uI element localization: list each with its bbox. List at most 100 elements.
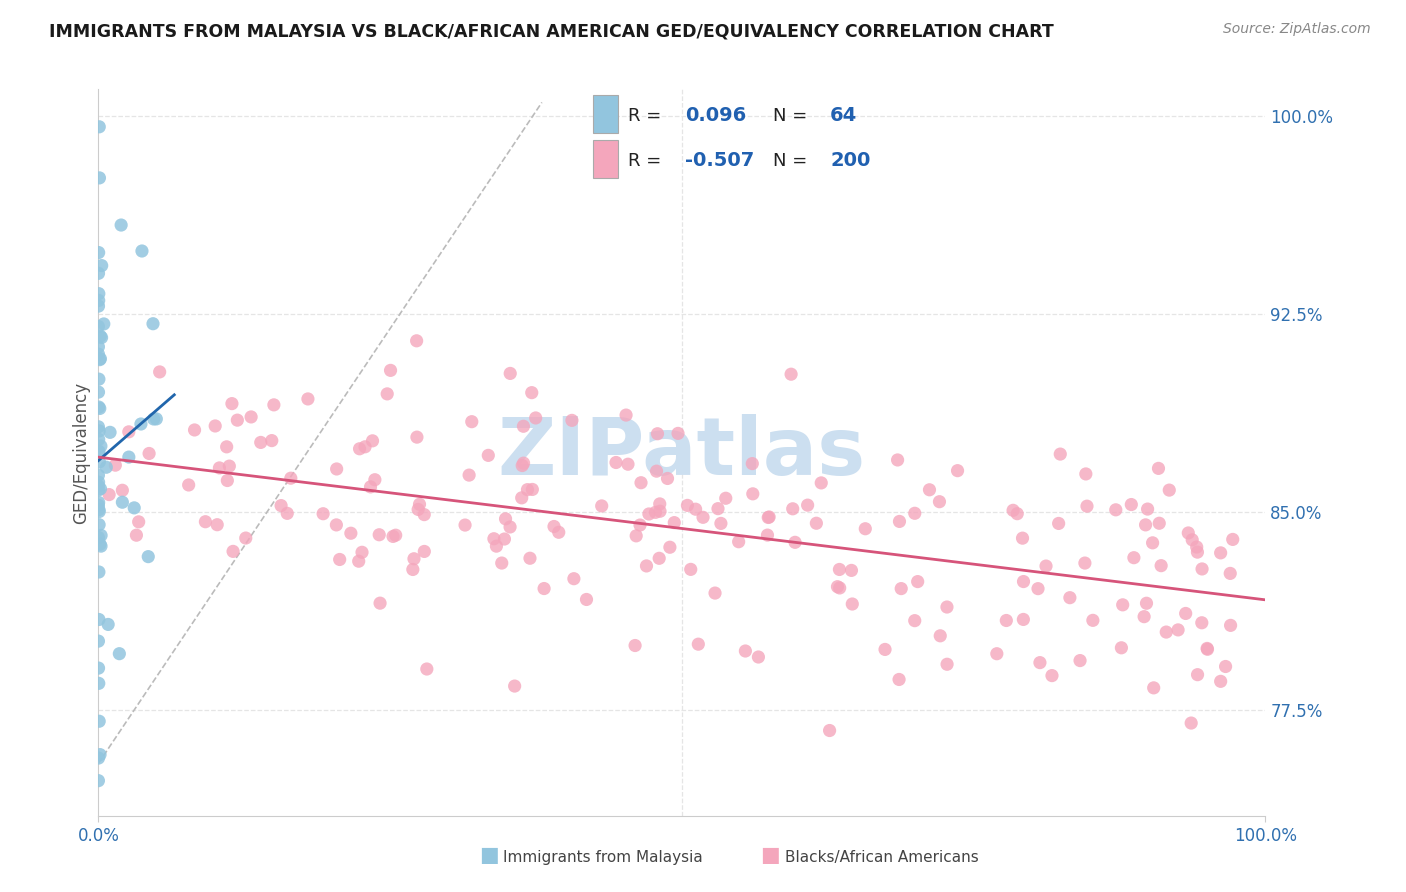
Point <box>605 455 627 469</box>
Point <box>704 586 727 600</box>
Point <box>325 462 347 476</box>
Point <box>226 413 249 427</box>
Point <box>87 319 110 334</box>
Point <box>89 170 111 185</box>
Point <box>136 549 159 564</box>
Point <box>543 519 565 533</box>
Point <box>1135 596 1157 610</box>
Point <box>111 483 134 498</box>
Point <box>614 408 637 422</box>
Point <box>907 574 929 589</box>
Point <box>617 457 640 471</box>
Point <box>1187 667 1209 681</box>
Point <box>87 565 110 579</box>
Point <box>90 528 112 542</box>
FancyBboxPatch shape <box>593 95 619 133</box>
Point <box>118 450 141 464</box>
Text: Blacks/African Americans: Blacks/African Americans <box>785 850 979 865</box>
Point <box>87 613 110 627</box>
Text: 200: 200 <box>830 151 870 170</box>
Point <box>204 419 226 434</box>
Point <box>260 434 283 448</box>
Point <box>89 351 111 366</box>
Point <box>263 398 285 412</box>
Point <box>89 352 111 367</box>
Point <box>87 531 110 545</box>
Point <box>818 723 841 738</box>
Point <box>177 478 200 492</box>
Point <box>575 592 598 607</box>
Point <box>461 415 484 429</box>
Point <box>630 475 652 490</box>
Point <box>1181 533 1204 547</box>
Point <box>1011 531 1033 545</box>
Point <box>647 426 669 441</box>
Point <box>87 475 110 490</box>
Point <box>1174 607 1197 621</box>
Point <box>104 458 127 472</box>
Point <box>97 617 120 632</box>
Point <box>512 456 534 470</box>
Point <box>1143 681 1166 695</box>
Point <box>90 439 112 453</box>
Point <box>1222 533 1244 547</box>
Point <box>628 518 651 533</box>
Point <box>208 461 231 475</box>
Point <box>87 400 110 414</box>
Point <box>648 497 671 511</box>
Point <box>1159 483 1181 497</box>
Point <box>354 440 377 454</box>
Point <box>87 495 110 509</box>
Point <box>644 505 666 519</box>
Point <box>384 528 406 542</box>
Point <box>1197 641 1219 656</box>
Point <box>1219 566 1241 581</box>
Point <box>89 401 111 416</box>
Point <box>756 510 779 524</box>
Point <box>828 581 851 595</box>
Text: IMMIGRANTS FROM MALAYSIA VS BLACK/AFRICAN AMERICAN GED/EQUIVALENCY CORRELATION C: IMMIGRANTS FROM MALAYSIA VS BLACK/AFRICA… <box>49 22 1054 40</box>
Point <box>138 446 160 460</box>
Point <box>986 647 1008 661</box>
Point <box>756 528 779 542</box>
Point <box>149 365 172 379</box>
Point <box>638 507 661 521</box>
Point <box>89 504 111 518</box>
Point <box>458 468 481 483</box>
Point <box>1069 654 1091 668</box>
Point <box>87 661 110 675</box>
Point <box>1185 540 1208 554</box>
Point <box>510 491 533 505</box>
Point <box>561 413 583 427</box>
Point <box>89 714 111 729</box>
Point <box>297 392 319 406</box>
Point <box>1147 516 1170 531</box>
Point <box>624 529 647 543</box>
Point <box>110 218 132 232</box>
Text: N =: N = <box>773 107 807 125</box>
Point <box>853 522 876 536</box>
Point <box>368 596 391 610</box>
Point <box>664 516 686 530</box>
Point <box>520 385 543 400</box>
Point <box>1122 550 1144 565</box>
Point <box>636 558 658 573</box>
Point <box>936 657 959 672</box>
Point <box>98 425 121 440</box>
Point <box>904 506 927 520</box>
Point <box>408 497 430 511</box>
Point <box>1074 467 1097 481</box>
Text: 0.096: 0.096 <box>685 106 747 126</box>
Point <box>491 556 513 570</box>
Point <box>1074 556 1097 570</box>
Point <box>280 471 302 485</box>
Point <box>887 673 910 687</box>
Text: Immigrants from Malaysia: Immigrants from Malaysia <box>503 850 703 865</box>
Point <box>758 510 780 524</box>
Point <box>495 512 517 526</box>
Point <box>89 329 111 343</box>
Point <box>796 498 818 512</box>
Point <box>1040 668 1063 682</box>
Point <box>87 340 110 354</box>
Point <box>87 347 110 361</box>
